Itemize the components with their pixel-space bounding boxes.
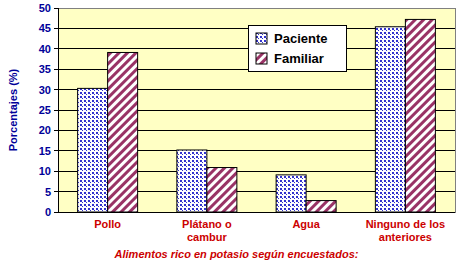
tick-label: 5 <box>45 186 51 198</box>
tick-label: 0 <box>45 206 51 218</box>
bar <box>276 175 306 212</box>
tick-mark <box>54 89 58 90</box>
tick-label: 45 <box>39 22 51 34</box>
legend-label: Familiar <box>274 51 324 66</box>
category-label-line: anteriores <box>379 231 432 243</box>
legend: Paciente Familiar <box>248 25 346 71</box>
tick-label: 20 <box>39 124 51 136</box>
legend-swatch <box>256 33 267 44</box>
bar <box>207 168 237 212</box>
tick-mark <box>54 212 58 213</box>
tick-mark <box>54 8 58 9</box>
bar <box>108 52 138 212</box>
tick-mark <box>54 150 58 151</box>
tick-label: 30 <box>39 84 51 96</box>
chart-svg: 0 5 10 15 20 25 30 35 40 45 50 Pollo Plátano ocambur… <box>0 0 470 264</box>
category-label: Agua <box>292 218 320 230</box>
tick-label: 40 <box>39 43 51 55</box>
tick-mark <box>54 171 58 172</box>
tick-mark <box>54 110 58 111</box>
tick-mark <box>54 130 58 131</box>
category-label-line: Pollo <box>94 218 121 230</box>
category-label-line: cambur <box>187 231 227 243</box>
x-axis-title: Alimentos rico en potasio según encuesta… <box>114 248 359 260</box>
tick-label: 25 <box>39 104 51 116</box>
bar <box>177 150 207 212</box>
category-label: Plátano ocambur <box>182 218 232 243</box>
legend-swatch <box>256 53 267 64</box>
bar <box>405 19 435 212</box>
plot-area <box>58 8 455 212</box>
legend-box <box>248 25 346 71</box>
tick-label: 15 <box>39 145 51 157</box>
bar <box>375 27 405 212</box>
chart-root: 0 5 10 15 20 25 30 35 40 45 50 Pollo Plátano ocambur… <box>0 0 470 264</box>
bar <box>306 201 336 212</box>
tick-mark <box>54 69 58 70</box>
tick-label: 10 <box>39 165 51 177</box>
category-label-line: Plátano o <box>182 218 232 230</box>
tick-mark <box>54 28 58 29</box>
legend-label: Paciente <box>274 31 327 46</box>
plot-frame <box>58 8 455 212</box>
category-label: Pollo <box>94 218 121 230</box>
tick-label: 35 <box>39 63 51 75</box>
tick-label: 50 <box>39 2 51 14</box>
tick-mark <box>54 191 58 192</box>
y-axis-title: Porcentajes (%) <box>7 68 19 151</box>
tick-mark <box>54 48 58 49</box>
y-axis-line <box>58 8 59 212</box>
grid-line <box>58 212 455 213</box>
category-label-line: Ninguno de los <box>366 218 445 230</box>
x-axis-line <box>58 212 455 213</box>
bars <box>78 19 436 212</box>
category-label-line: Agua <box>292 218 320 230</box>
bar <box>78 88 108 212</box>
category-label: Ninguno de losanteriores <box>366 218 445 243</box>
